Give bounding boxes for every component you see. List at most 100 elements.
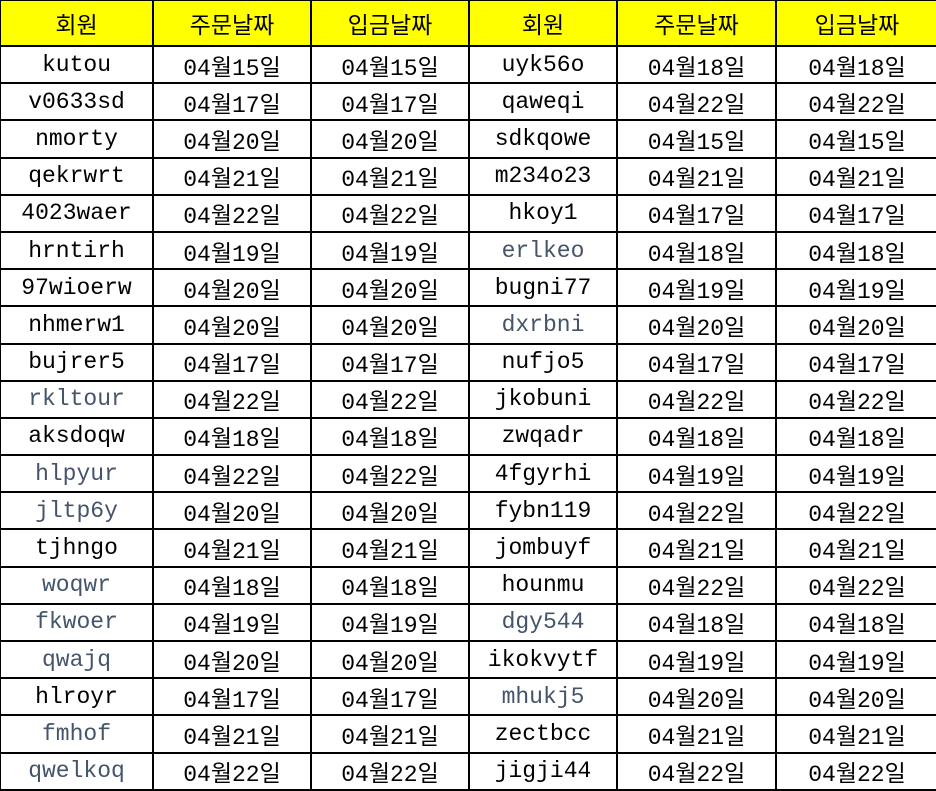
cell-order-date[interactable]: 04월18일 [616,44,777,85]
cell-order-date[interactable]: 04월17일 [616,342,777,382]
cell-payment-date[interactable]: 04월19일 [775,268,936,308]
cell-member[interactable]: nufjo5 [468,342,618,382]
cell-order-date[interactable]: 04월20일 [152,639,312,680]
cell-payment-date[interactable]: 04월18일 [310,565,470,605]
cell-order-date[interactable]: 04월18일 [616,416,777,457]
cell-member[interactable]: m234o23 [468,156,618,196]
cell-member[interactable]: 4023waer [0,193,154,233]
header-order-date[interactable]: 주문날짜 [616,0,777,47]
cell-payment-date[interactable]: 04월17일 [775,193,936,233]
cell-order-date[interactable]: 04월22일 [152,454,312,494]
cell-member[interactable]: zectbcc [468,714,618,754]
cell-member[interactable]: dxrbni [468,305,618,345]
cell-order-date[interactable]: 04월21일 [616,528,777,568]
cell-payment-date[interactable]: 04월18일 [775,416,936,457]
cell-payment-date[interactable]: 04월19일 [775,454,936,494]
cell-member[interactable]: hkoy1 [468,193,618,233]
cell-order-date[interactable]: 04월19일 [616,639,777,680]
cell-member[interactable]: hrntirh [0,230,154,271]
cell-payment-date[interactable]: 04월22일 [775,565,936,605]
cell-member[interactable]: qaweqi [468,82,618,122]
cell-member[interactable]: uyk56o [468,44,618,85]
cell-member[interactable]: nmorty [0,119,154,159]
cell-payment-date[interactable]: 04월21일 [775,714,936,754]
cell-member[interactable]: kutou [0,44,154,85]
cell-member[interactable]: mhukj5 [468,677,618,717]
cell-member[interactable]: jltp6y [0,491,154,531]
cell-payment-date[interactable]: 04월15일 [775,119,936,159]
cell-member[interactable]: erlkeo [468,230,618,271]
header-member[interactable]: 회원 [468,0,618,47]
cell-member[interactable]: dgy544 [468,602,618,643]
cell-member[interactable]: zwqadr [468,416,618,457]
cell-order-date[interactable]: 04월20일 [616,305,777,345]
cell-payment-date[interactable]: 04월22일 [310,379,470,419]
cell-payment-date[interactable]: 04월17일 [310,677,470,717]
cell-order-date[interactable]: 04월21일 [616,714,777,754]
cell-member[interactable]: 4fgyrhi [468,454,618,494]
cell-member[interactable]: hlroyr [0,677,154,717]
cell-order-date[interactable]: 04월18일 [152,565,312,605]
cell-payment-date[interactable]: 04월17일 [310,82,470,122]
header-order-date[interactable]: 주문날짜 [152,0,312,47]
cell-order-date[interactable]: 04월21일 [616,156,777,196]
header-payment-date[interactable]: 입금날짜 [775,0,936,47]
cell-member[interactable]: fybn119 [468,491,618,531]
cell-order-date[interactable]: 04월17일 [152,82,312,122]
cell-payment-date[interactable]: 04월22일 [775,82,936,122]
cell-order-date[interactable]: 04월19일 [616,268,777,308]
cell-member[interactable]: bugni77 [468,268,618,308]
cell-order-date[interactable]: 04월22일 [152,379,312,419]
cell-order-date[interactable]: 04월22일 [616,379,777,419]
cell-payment-date[interactable]: 04월21일 [310,714,470,754]
cell-member[interactable]: jigji44 [468,751,618,791]
cell-member[interactable]: ikokvytf [468,639,618,680]
cell-order-date[interactable]: 04월22일 [616,82,777,122]
cell-member[interactable]: qwajq [0,639,154,680]
cell-member[interactable]: nhmerw1 [0,305,154,345]
cell-payment-date[interactable]: 04월18일 [775,44,936,85]
cell-payment-date[interactable]: 04월22일 [775,379,936,419]
cell-order-date[interactable]: 04월22일 [616,491,777,531]
cell-payment-date[interactable]: 04월22일 [310,193,470,233]
cell-payment-date[interactable]: 04월22일 [775,751,936,791]
header-payment-date[interactable]: 입금날짜 [310,0,470,47]
cell-payment-date[interactable]: 04월21일 [310,156,470,196]
cell-member[interactable]: jombuyf [468,528,618,568]
cell-payment-date[interactable]: 04월17일 [775,342,936,382]
cell-payment-date[interactable]: 04월19일 [310,602,470,643]
cell-member[interactable]: v0633sd [0,82,154,122]
cell-order-date[interactable]: 04월17일 [152,677,312,717]
cell-order-date[interactable]: 04월20일 [152,491,312,531]
cell-order-date[interactable]: 04월18일 [616,602,777,643]
cell-member[interactable]: sdkqowe [468,119,618,159]
cell-order-date[interactable]: 04월22일 [616,751,777,791]
cell-payment-date[interactable]: 04월20일 [775,677,936,717]
cell-order-date[interactable]: 04월19일 [152,230,312,271]
cell-order-date[interactable]: 04월20일 [616,677,777,717]
cell-member[interactable]: hounmu [468,565,618,605]
cell-member[interactable]: tjhngo [0,528,154,568]
cell-member[interactable]: hlpyur [0,454,154,494]
cell-order-date[interactable]: 04월21일 [152,528,312,568]
cell-payment-date[interactable]: 04월17일 [310,342,470,382]
cell-order-date[interactable]: 04월19일 [616,454,777,494]
cell-member[interactable]: bujrer5 [0,342,154,382]
cell-member[interactable]: qwelkoq [0,751,154,791]
cell-payment-date[interactable]: 04월22일 [775,491,936,531]
cell-order-date[interactable]: 04월19일 [152,602,312,643]
cell-order-date[interactable]: 04월15일 [616,119,777,159]
cell-member[interactable]: woqwr [0,565,154,605]
cell-order-date[interactable]: 04월21일 [152,714,312,754]
cell-member[interactable]: rkltour [0,379,154,419]
cell-payment-date[interactable]: 04월20일 [310,305,470,345]
cell-order-date[interactable]: 04월20일 [152,305,312,345]
cell-order-date[interactable]: 04월18일 [616,230,777,271]
cell-payment-date[interactable]: 04월19일 [775,639,936,680]
cell-member[interactable]: aksdoqw [0,416,154,457]
cell-order-date[interactable]: 04월20일 [152,268,312,308]
cell-payment-date[interactable]: 04월18일 [310,416,470,457]
cell-order-date[interactable]: 04월15일 [152,44,312,85]
cell-payment-date[interactable]: 04월20일 [775,305,936,345]
cell-payment-date[interactable]: 04월22일 [310,454,470,494]
